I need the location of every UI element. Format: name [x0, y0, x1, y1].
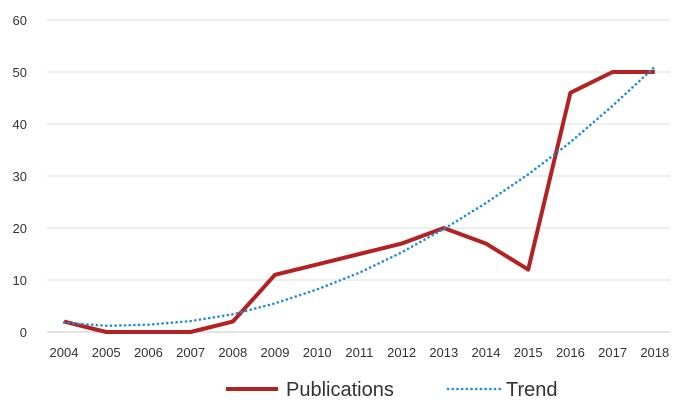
x-tick-label: 2013	[429, 345, 458, 360]
x-tick-label: 2005	[92, 345, 121, 360]
legend-label-publications: Publications	[286, 379, 394, 400]
x-tick-label: 2017	[598, 345, 627, 360]
x-axis-ticks: 2004 2005 2006 2007 2008 2009 2010 2011 2012 2013…	[50, 345, 670, 360]
series-line-publications	[63, 70, 655, 334]
x-tick-label: 2007	[176, 345, 205, 360]
y-tick-label: 0	[20, 325, 27, 340]
y-tick-label: 10	[13, 273, 27, 288]
y-axis-ticks: 0 10 20 30 40 50 60	[13, 13, 27, 340]
x-tick-label: 2018	[640, 345, 669, 360]
x-tick-label: 2016	[556, 345, 585, 360]
legend-label-trend: Trend	[506, 379, 558, 400]
x-tick-label: 2014	[472, 345, 501, 360]
x-tick-label: 2004	[50, 345, 79, 360]
y-tick-label: 60	[13, 13, 27, 28]
y-tick-label: 30	[13, 169, 27, 184]
gridlines	[47, 19, 670, 333]
y-tick-label: 50	[13, 65, 27, 80]
y-tick-label: 40	[13, 117, 27, 132]
x-tick-label: 2012	[387, 345, 416, 360]
x-tick-label: 2010	[303, 345, 332, 360]
x-tick-label: 2008	[218, 345, 247, 360]
y-tick-label: 20	[13, 221, 27, 236]
series-lines	[62, 65, 657, 334]
x-tick-label: 2011	[345, 345, 373, 360]
legend: Publications Trend	[226, 379, 558, 400]
series-line-trend	[62, 65, 657, 328]
x-tick-label: 2015	[514, 345, 543, 360]
x-tick-label: 2009	[261, 345, 290, 360]
x-tick-label: 2006	[134, 345, 163, 360]
